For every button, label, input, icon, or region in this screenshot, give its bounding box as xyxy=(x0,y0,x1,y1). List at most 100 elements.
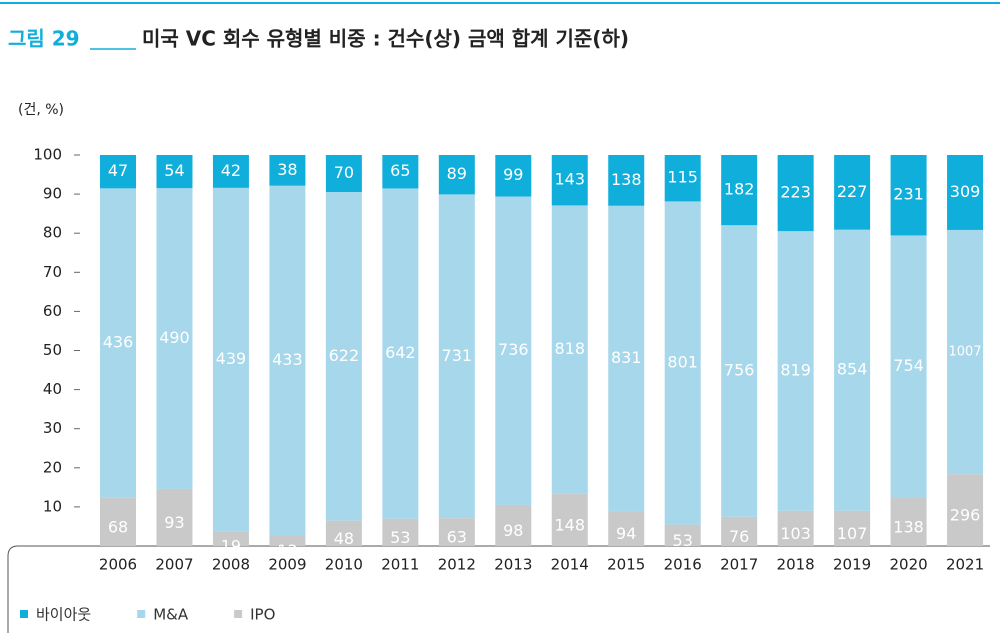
bar-segment xyxy=(382,155,419,189)
data-label: 70 xyxy=(334,163,354,182)
bar-segment xyxy=(156,488,193,546)
bar-segment xyxy=(721,516,758,546)
bar-segment xyxy=(212,531,249,546)
bar-segment xyxy=(721,155,758,226)
x-tick-label: 2017 xyxy=(720,556,758,574)
data-label: 182 xyxy=(724,180,755,199)
y-tick-label: 20 xyxy=(43,458,62,476)
bar-segment xyxy=(382,518,419,546)
data-label: 309 xyxy=(950,182,981,201)
data-label: 642 xyxy=(385,343,416,362)
data-label: 89 xyxy=(447,164,467,183)
bar-segment xyxy=(438,518,475,546)
data-label: 296 xyxy=(950,506,981,525)
data-label: 47 xyxy=(108,161,128,180)
bar-segment xyxy=(834,510,871,546)
bar-segment xyxy=(269,155,306,186)
bar-segment xyxy=(890,235,927,498)
data-label: 143 xyxy=(554,170,585,189)
bar-segment xyxy=(100,155,136,189)
data-label: 818 xyxy=(554,339,585,358)
bar-segment xyxy=(947,229,984,475)
x-tick-label: 2020 xyxy=(889,556,927,574)
data-label: 76 xyxy=(729,527,749,546)
data-label: 94 xyxy=(616,524,636,543)
x-tick-label: 2015 xyxy=(607,556,645,574)
x-tick-label: 2011 xyxy=(381,556,419,574)
legend-swatch xyxy=(234,610,243,618)
y-tick-label: 30 xyxy=(43,419,62,437)
bar-segment xyxy=(834,155,871,230)
data-label: 19 xyxy=(221,537,241,556)
y-tick-label: 50 xyxy=(43,341,62,359)
bar-segment xyxy=(156,155,193,189)
data-label: 99 xyxy=(503,165,523,184)
legend-label: 바이아웃 xyxy=(36,606,91,624)
x-tick-label: 2006 xyxy=(99,556,137,574)
data-label: 103 xyxy=(780,524,811,543)
data-label: 227 xyxy=(837,182,868,201)
data-label: 53 xyxy=(673,531,693,550)
data-label: 436 xyxy=(103,333,134,352)
data-label: 98 xyxy=(503,521,523,540)
legend-label: M&A xyxy=(153,606,189,624)
x-tick-label: 2007 xyxy=(155,556,193,574)
y-tick-label: 100 xyxy=(33,146,62,164)
y-tick-label: 40 xyxy=(43,380,62,398)
bar-segment xyxy=(438,194,475,519)
x-tick-label: 2008 xyxy=(212,556,250,574)
x-tick-label: 2014 xyxy=(551,556,589,574)
bar-segment xyxy=(947,474,984,546)
bar-segment xyxy=(834,229,871,511)
data-label: 736 xyxy=(498,340,529,359)
data-label: 831 xyxy=(611,348,642,367)
x-tick-label: 2018 xyxy=(777,556,815,574)
x-tick-label: 2009 xyxy=(268,556,306,574)
bar-segment xyxy=(890,497,927,546)
data-label: 731 xyxy=(442,346,473,365)
data-label: 801 xyxy=(667,353,698,372)
bar-segment xyxy=(664,155,701,202)
data-label: 138 xyxy=(893,517,924,536)
bar-segment xyxy=(947,155,984,230)
chart-title: 미국 VC 회수 유형별 비중 : 건수(상) 금액 합계 기준(하) xyxy=(142,27,629,51)
bar-segment xyxy=(325,191,362,521)
x-tick-label: 2010 xyxy=(325,556,363,574)
bar-segment xyxy=(890,155,927,236)
bar-segment xyxy=(438,155,475,195)
bar-segment xyxy=(325,155,362,192)
data-label: 433 xyxy=(272,350,303,369)
y-tick-label: 90 xyxy=(43,185,62,203)
data-label: 223 xyxy=(780,183,811,202)
x-tick-label: 2016 xyxy=(664,556,702,574)
bar-segment xyxy=(551,205,588,494)
data-label: 231 xyxy=(893,185,924,204)
bar-segment xyxy=(551,493,588,546)
bar-segment xyxy=(777,155,814,232)
legend-swatch xyxy=(137,610,146,618)
bar-segment xyxy=(721,225,758,517)
data-label: 53 xyxy=(390,528,410,547)
legend-swatch xyxy=(20,610,28,618)
data-label: 65 xyxy=(390,161,410,180)
data-label: 148 xyxy=(554,515,585,534)
bar-segment xyxy=(382,188,419,519)
bar-segment xyxy=(495,504,532,546)
data-label: 138 xyxy=(611,170,642,189)
y-tick-label: 10 xyxy=(43,497,62,515)
bar-segment xyxy=(608,205,645,512)
data-label: 54 xyxy=(164,161,184,180)
data-label: 439 xyxy=(216,349,247,368)
bar-segment xyxy=(777,510,814,546)
figure-label: 그림 29 xyxy=(8,27,80,51)
bar-segment xyxy=(156,188,193,489)
bar-segment xyxy=(212,187,249,532)
data-label: 63 xyxy=(447,528,467,547)
data-label: 754 xyxy=(893,356,924,375)
x-tick-label: 2012 xyxy=(438,556,476,574)
data-label: 115 xyxy=(667,168,698,187)
data-label: 819 xyxy=(780,360,811,379)
y-tick-label: 70 xyxy=(43,263,62,281)
data-label: 13 xyxy=(277,541,297,560)
